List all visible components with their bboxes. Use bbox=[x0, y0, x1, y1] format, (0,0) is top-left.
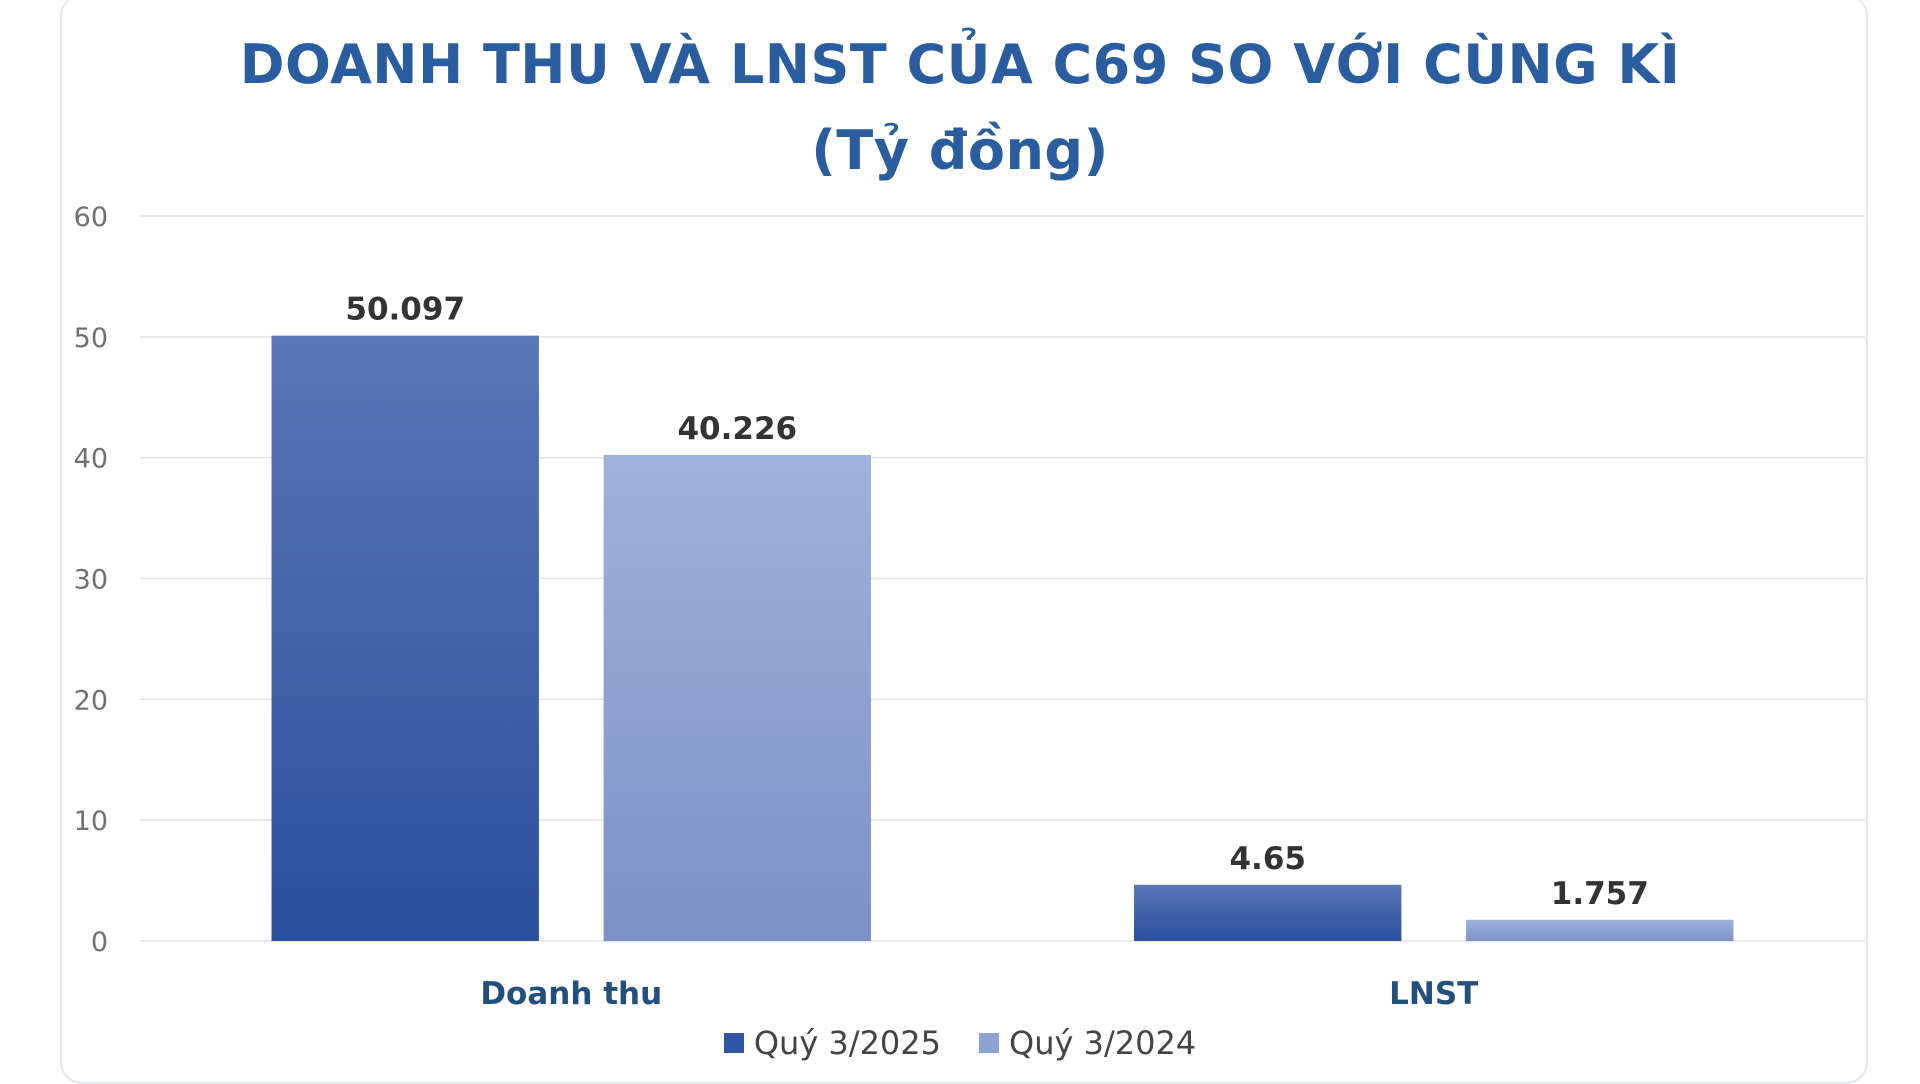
bar-q3-2025-lnst bbox=[1134, 884, 1402, 941]
data-label: 40.226 bbox=[677, 411, 797, 447]
y-tick-label: 60 bbox=[74, 202, 108, 233]
legend-label: Quý 3/2025 bbox=[753, 1024, 941, 1062]
x-category-label: LNST bbox=[1389, 976, 1478, 1012]
legend-swatch bbox=[979, 1033, 999, 1053]
data-label: 1.757 bbox=[1551, 876, 1649, 912]
x-axis-categories: Doanh thu LNST bbox=[480, 976, 1478, 1012]
bars bbox=[271, 335, 1734, 941]
data-label: 50.097 bbox=[345, 292, 465, 328]
y-tick-label: 0 bbox=[91, 927, 108, 958]
y-tick-label: 30 bbox=[74, 565, 108, 596]
y-axis-ticks: 0 10 20 30 40 50 60 bbox=[74, 202, 108, 958]
legend-item: Quý 3/2024 bbox=[979, 1024, 1196, 1062]
y-tick-label: 20 bbox=[74, 685, 108, 716]
data-label: 4.65 bbox=[1229, 841, 1306, 877]
chart-subtitle: (Tỷ đồng) bbox=[811, 119, 1109, 182]
bar-q3-2025-doanh-thu bbox=[271, 335, 539, 941]
chart-title-main: DOANH THU VÀ LNST CỦA C69 SO VỚI CÙNG KÌ bbox=[239, 33, 1681, 96]
chart-title: DOANH THU VÀ LNST CỦA C69 SO VỚI CÙNG KÌ… bbox=[0, 22, 1920, 194]
legend-label: Quý 3/2024 bbox=[1009, 1024, 1197, 1062]
data-labels: 50.097 40.226 4.65 1.757 bbox=[345, 292, 1648, 912]
legend-item: Quý 3/2025 bbox=[723, 1024, 941, 1062]
y-tick-label: 50 bbox=[74, 323, 108, 354]
x-category-label: Doanh thu bbox=[480, 976, 662, 1012]
y-tick-label: 10 bbox=[74, 806, 108, 837]
bar-q3-2024-lnst bbox=[1466, 919, 1734, 941]
legend-swatch bbox=[723, 1033, 744, 1053]
bar-q3-2024-doanh-thu bbox=[603, 454, 871, 941]
y-tick-label: 40 bbox=[74, 444, 108, 475]
legend: Quý 3/2025 Quý 3/2024 bbox=[0, 1024, 1920, 1062]
